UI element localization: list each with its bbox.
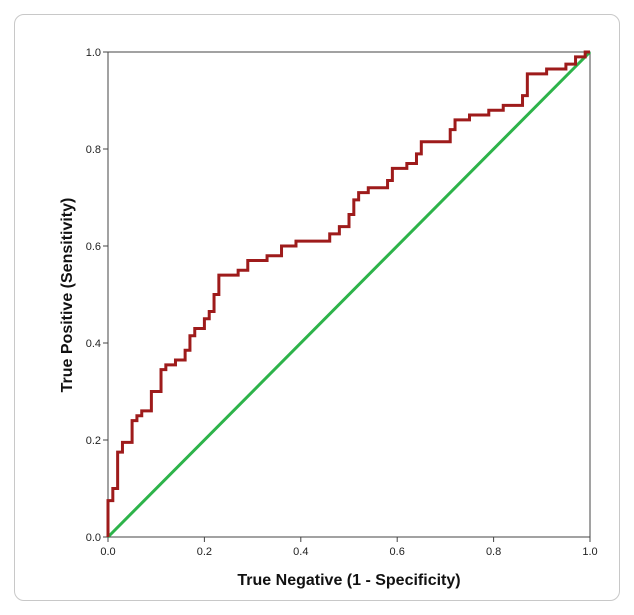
x-tick-label: 0.4 bbox=[293, 546, 308, 558]
x-tick-label: 0.8 bbox=[486, 546, 501, 558]
x-tick-label: 1.0 bbox=[582, 546, 597, 558]
x-tick-label: 0.2 bbox=[197, 546, 212, 558]
y-tick-label: 0.2 bbox=[86, 435, 101, 447]
y-tick-label: 1.0 bbox=[86, 47, 101, 59]
series-group bbox=[106, 50, 592, 539]
y-tick-label: 0.6 bbox=[86, 241, 101, 253]
x-tick-label: 0.0 bbox=[100, 546, 115, 558]
reference-diagonal-line bbox=[106, 50, 592, 539]
x-axis-title: True Negative (1 - Specificity) bbox=[237, 572, 460, 589]
axis-ticks: 0.0 0.2 0.4 0.6 0.8 1.0 0.0 0.2 0.4 0.6 0.8 1.0 bbox=[86, 47, 598, 558]
y-tick-label: 0.0 bbox=[86, 532, 101, 544]
x-tick-label: 0.6 bbox=[390, 546, 405, 558]
y-tick-label: 0.4 bbox=[86, 338, 101, 350]
y-axis-title: True Positive (Sensitivity) bbox=[59, 198, 76, 393]
y-tick-label: 0.8 bbox=[86, 144, 101, 156]
roc-curve-line bbox=[106, 50, 590, 537]
